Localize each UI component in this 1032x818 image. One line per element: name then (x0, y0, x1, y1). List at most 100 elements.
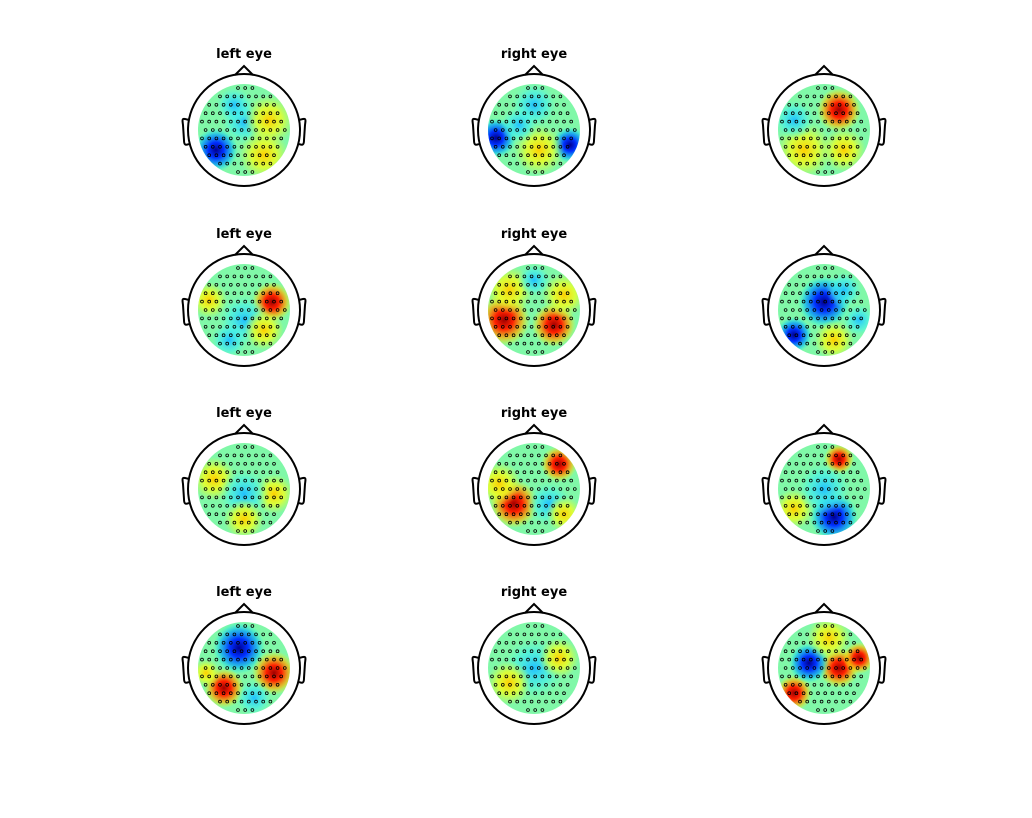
electrode (816, 478, 820, 483)
electrode (812, 128, 817, 132)
electrode (554, 136, 559, 141)
electrode (508, 649, 512, 653)
topoplot: right eye (471, 406, 597, 546)
electrode (282, 308, 287, 312)
electrode (551, 487, 555, 491)
left-ear (181, 297, 190, 326)
electrode (798, 274, 802, 279)
head (477, 253, 591, 367)
electrode (272, 674, 276, 679)
electrode (229, 119, 233, 124)
electrode (221, 316, 226, 321)
electrode (229, 640, 233, 645)
color-map (778, 622, 870, 714)
electrode (572, 666, 577, 670)
electrode (572, 487, 577, 491)
electrode (862, 487, 867, 491)
electrode (805, 520, 809, 525)
electrode (264, 657, 269, 662)
electrode (247, 94, 251, 99)
electrode (218, 308, 222, 312)
electrode (207, 674, 212, 679)
electrode (837, 461, 842, 466)
electrode (203, 649, 208, 653)
electrode (536, 291, 541, 296)
electrode (272, 657, 276, 662)
nose (234, 423, 254, 435)
electrode (236, 103, 240, 107)
electrode (504, 153, 509, 158)
electrode (841, 111, 845, 115)
electrode (790, 128, 795, 132)
electrode (493, 470, 498, 475)
electrode (515, 308, 519, 312)
electrode (221, 674, 226, 679)
electrode (243, 657, 248, 662)
electrode (823, 86, 827, 90)
electrode (859, 299, 863, 304)
electrode (841, 649, 845, 653)
electrode (841, 128, 845, 132)
electrode (558, 487, 563, 491)
electrode (207, 640, 212, 645)
electrode (547, 299, 552, 304)
electrode (551, 128, 555, 132)
electrode (848, 666, 853, 670)
electrode (823, 119, 827, 124)
electrode (544, 649, 548, 653)
electrode (801, 103, 806, 107)
electrode (257, 640, 262, 645)
electrode (239, 649, 244, 653)
electrode (536, 632, 541, 637)
electrode (218, 470, 222, 475)
electrode (214, 282, 219, 287)
electrode (569, 136, 573, 141)
electrode (504, 136, 509, 141)
electrode (272, 495, 276, 500)
electrode (257, 691, 262, 695)
electrode (207, 478, 212, 483)
electrode (221, 640, 226, 645)
electrode (257, 103, 262, 107)
right-ear (588, 117, 597, 146)
electrode (497, 153, 502, 158)
electrode (808, 136, 813, 141)
electrode (529, 666, 534, 670)
electrode (490, 495, 494, 500)
electrode (794, 136, 799, 141)
electrode (819, 161, 824, 166)
electrode (841, 699, 845, 704)
electrode (801, 478, 806, 483)
electrode (544, 453, 548, 458)
electrode (250, 708, 255, 712)
electrode (565, 291, 570, 296)
electrode (569, 674, 573, 679)
electrode (247, 520, 251, 525)
electrode (852, 478, 856, 483)
electrode (218, 94, 222, 99)
electrode (551, 341, 555, 346)
electrode (848, 699, 853, 704)
electrode (551, 666, 555, 670)
electrode (852, 333, 856, 338)
electrode (504, 282, 509, 287)
electrode (554, 282, 559, 287)
electrode (225, 453, 230, 458)
electrode (268, 274, 273, 279)
electrode (515, 111, 519, 115)
electrode (801, 461, 806, 466)
electrode (518, 461, 523, 466)
electrode (504, 119, 509, 124)
electrode (526, 266, 530, 270)
electrode (569, 657, 573, 662)
electrode (497, 119, 502, 124)
electrode (826, 161, 831, 166)
electrode (819, 520, 824, 525)
electrode (855, 666, 860, 670)
electrode (540, 266, 545, 270)
electrode (533, 282, 537, 287)
color-map (198, 264, 290, 356)
electrode (504, 478, 509, 483)
electrode (261, 682, 266, 687)
electrode (834, 666, 838, 670)
